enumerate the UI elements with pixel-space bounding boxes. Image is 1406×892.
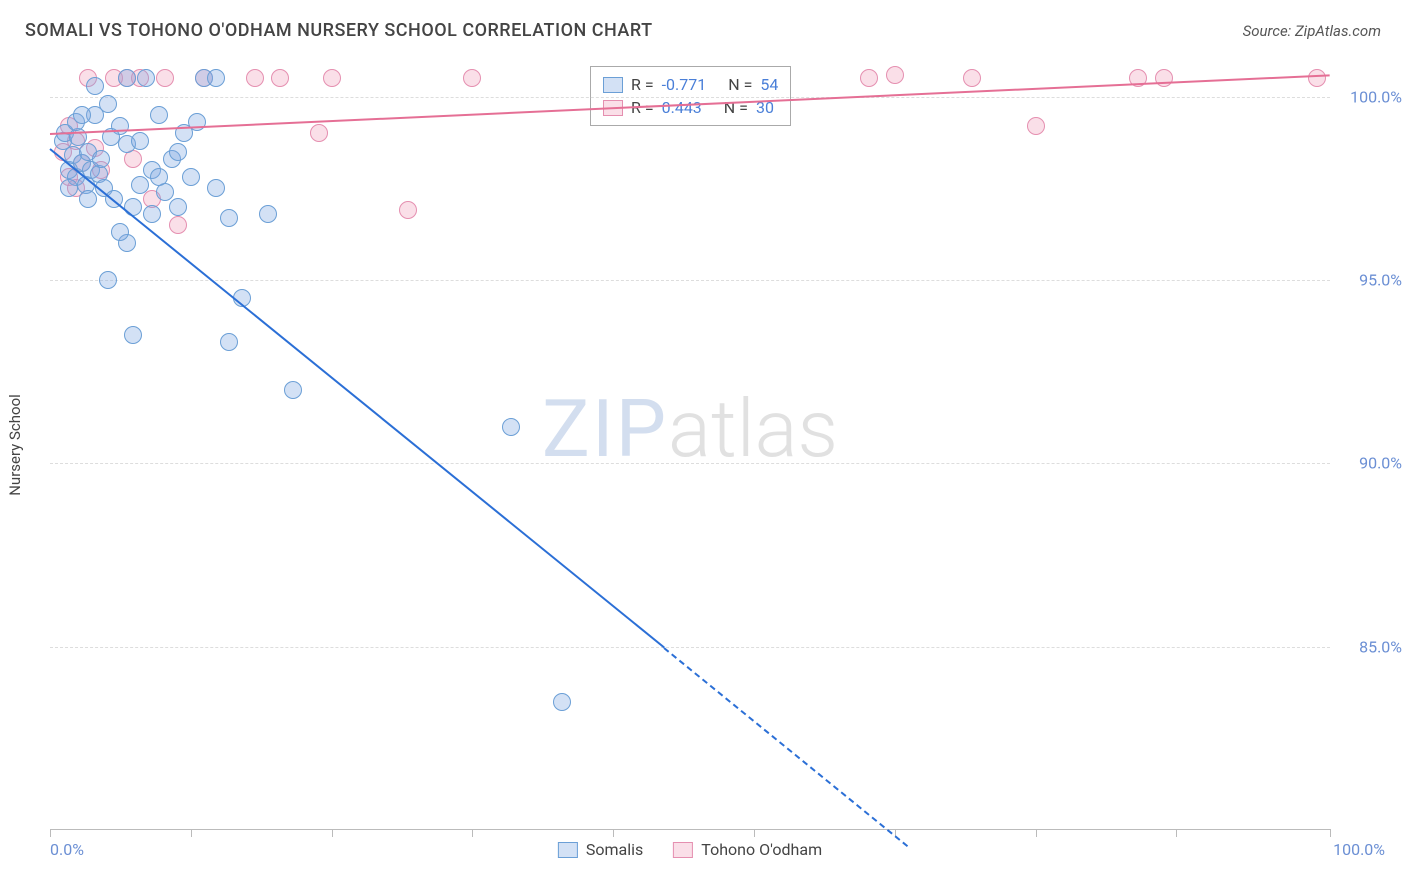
data-point-tohono [886, 66, 904, 84]
data-point-tohono [323, 69, 341, 87]
data-point-tohono [169, 216, 187, 234]
data-point-tohono [1308, 69, 1326, 87]
watermark-atlas: atlas [668, 382, 838, 476]
data-point-somalis [73, 106, 91, 124]
data-point-somalis [284, 381, 302, 399]
data-point-somalis [553, 693, 571, 711]
data-point-somalis [79, 190, 97, 208]
legend-swatch-somalis-b [558, 842, 578, 858]
data-point-tohono [271, 69, 289, 87]
legend-row-1: R = -0.771 N = 54 [603, 73, 778, 96]
data-point-tohono [246, 69, 264, 87]
legend-label-tohono: Tohono O'odham [701, 840, 822, 859]
y-tick-label: 100.0% [1350, 87, 1402, 106]
gridline-h [50, 280, 1330, 281]
trendline-somalis [49, 148, 665, 648]
data-point-somalis [259, 205, 277, 223]
data-point-somalis [118, 69, 136, 87]
data-point-tohono [963, 69, 981, 87]
watermark-zip: ZIP [542, 382, 668, 476]
data-point-somalis [92, 150, 110, 168]
chart-area: Nursery School ZIPatlas R = -0.771 N = 5… [50, 55, 1330, 825]
data-point-somalis [150, 168, 168, 186]
watermark: ZIPatlas [542, 382, 838, 476]
data-point-tohono [860, 69, 878, 87]
x-tick [1036, 829, 1037, 837]
n-label-1: N = [728, 75, 752, 94]
n-value-1: 54 [760, 75, 778, 94]
chart-source: Source: ZipAtlas.com [1243, 22, 1381, 40]
y-tick-label: 95.0% [1359, 271, 1402, 290]
r-value-1: -0.771 [662, 75, 707, 94]
series-legend: Somalis Tohono O'odham [558, 840, 822, 859]
data-point-somalis [207, 69, 225, 87]
data-point-somalis [502, 418, 520, 436]
chart-title: SOMALI VS TOHONO O'ODHAM NURSERY SCHOOL … [25, 20, 653, 41]
data-point-tohono [156, 69, 174, 87]
data-point-somalis [169, 143, 187, 161]
r-value-2: 0.443 [662, 98, 702, 117]
data-point-somalis [220, 333, 238, 351]
x-tick [191, 829, 192, 837]
x-tick [613, 829, 614, 837]
data-point-tohono [1027, 117, 1045, 135]
data-point-somalis [207, 179, 225, 197]
data-point-tohono [1155, 69, 1173, 87]
data-point-somalis [124, 326, 142, 344]
data-point-somalis [143, 205, 161, 223]
data-point-somalis [220, 209, 238, 227]
data-point-somalis [99, 271, 117, 289]
legend-item-tohono: Tohono O'odham [673, 840, 822, 859]
chart-header: SOMALI VS TOHONO O'ODHAM NURSERY SCHOOL … [25, 20, 1381, 41]
data-point-tohono [310, 124, 328, 142]
data-point-somalis [131, 176, 149, 194]
data-point-somalis [169, 198, 187, 216]
x-tick [1176, 829, 1177, 837]
data-point-somalis [111, 223, 129, 241]
x-tick [1330, 829, 1331, 837]
r-label-1: R = [631, 75, 654, 94]
data-point-somalis [182, 168, 200, 186]
y-tick-label: 85.0% [1359, 637, 1402, 656]
data-point-somalis [99, 95, 117, 113]
x-tick [332, 829, 333, 837]
legend-item-somalis: Somalis [558, 840, 643, 859]
x-tick-min: 0.0% [50, 840, 84, 859]
gridline-h [50, 463, 1330, 464]
gridline-h [50, 97, 1330, 98]
x-tick [472, 829, 473, 837]
data-point-somalis [188, 113, 206, 131]
data-point-somalis [150, 106, 168, 124]
y-tick-label: 90.0% [1359, 454, 1402, 473]
data-point-somalis [86, 77, 104, 95]
x-tick [754, 829, 755, 837]
legend-swatch-tohono-b [673, 842, 693, 858]
x-tick-max: 100.0% [1333, 840, 1385, 859]
data-point-somalis [60, 179, 78, 197]
trendline-somalis-dashed [664, 647, 908, 847]
plot-area: Nursery School ZIPatlas R = -0.771 N = 5… [50, 60, 1330, 830]
legend-label-somalis: Somalis [586, 840, 643, 859]
data-point-somalis [131, 132, 149, 150]
data-point-tohono [463, 69, 481, 87]
x-tick [50, 829, 51, 837]
gridline-h [50, 647, 1330, 648]
data-point-somalis [137, 69, 155, 87]
data-point-tohono [399, 201, 417, 219]
y-axis-label: Nursery School [6, 394, 24, 496]
legend-swatch-somalis [603, 77, 623, 93]
